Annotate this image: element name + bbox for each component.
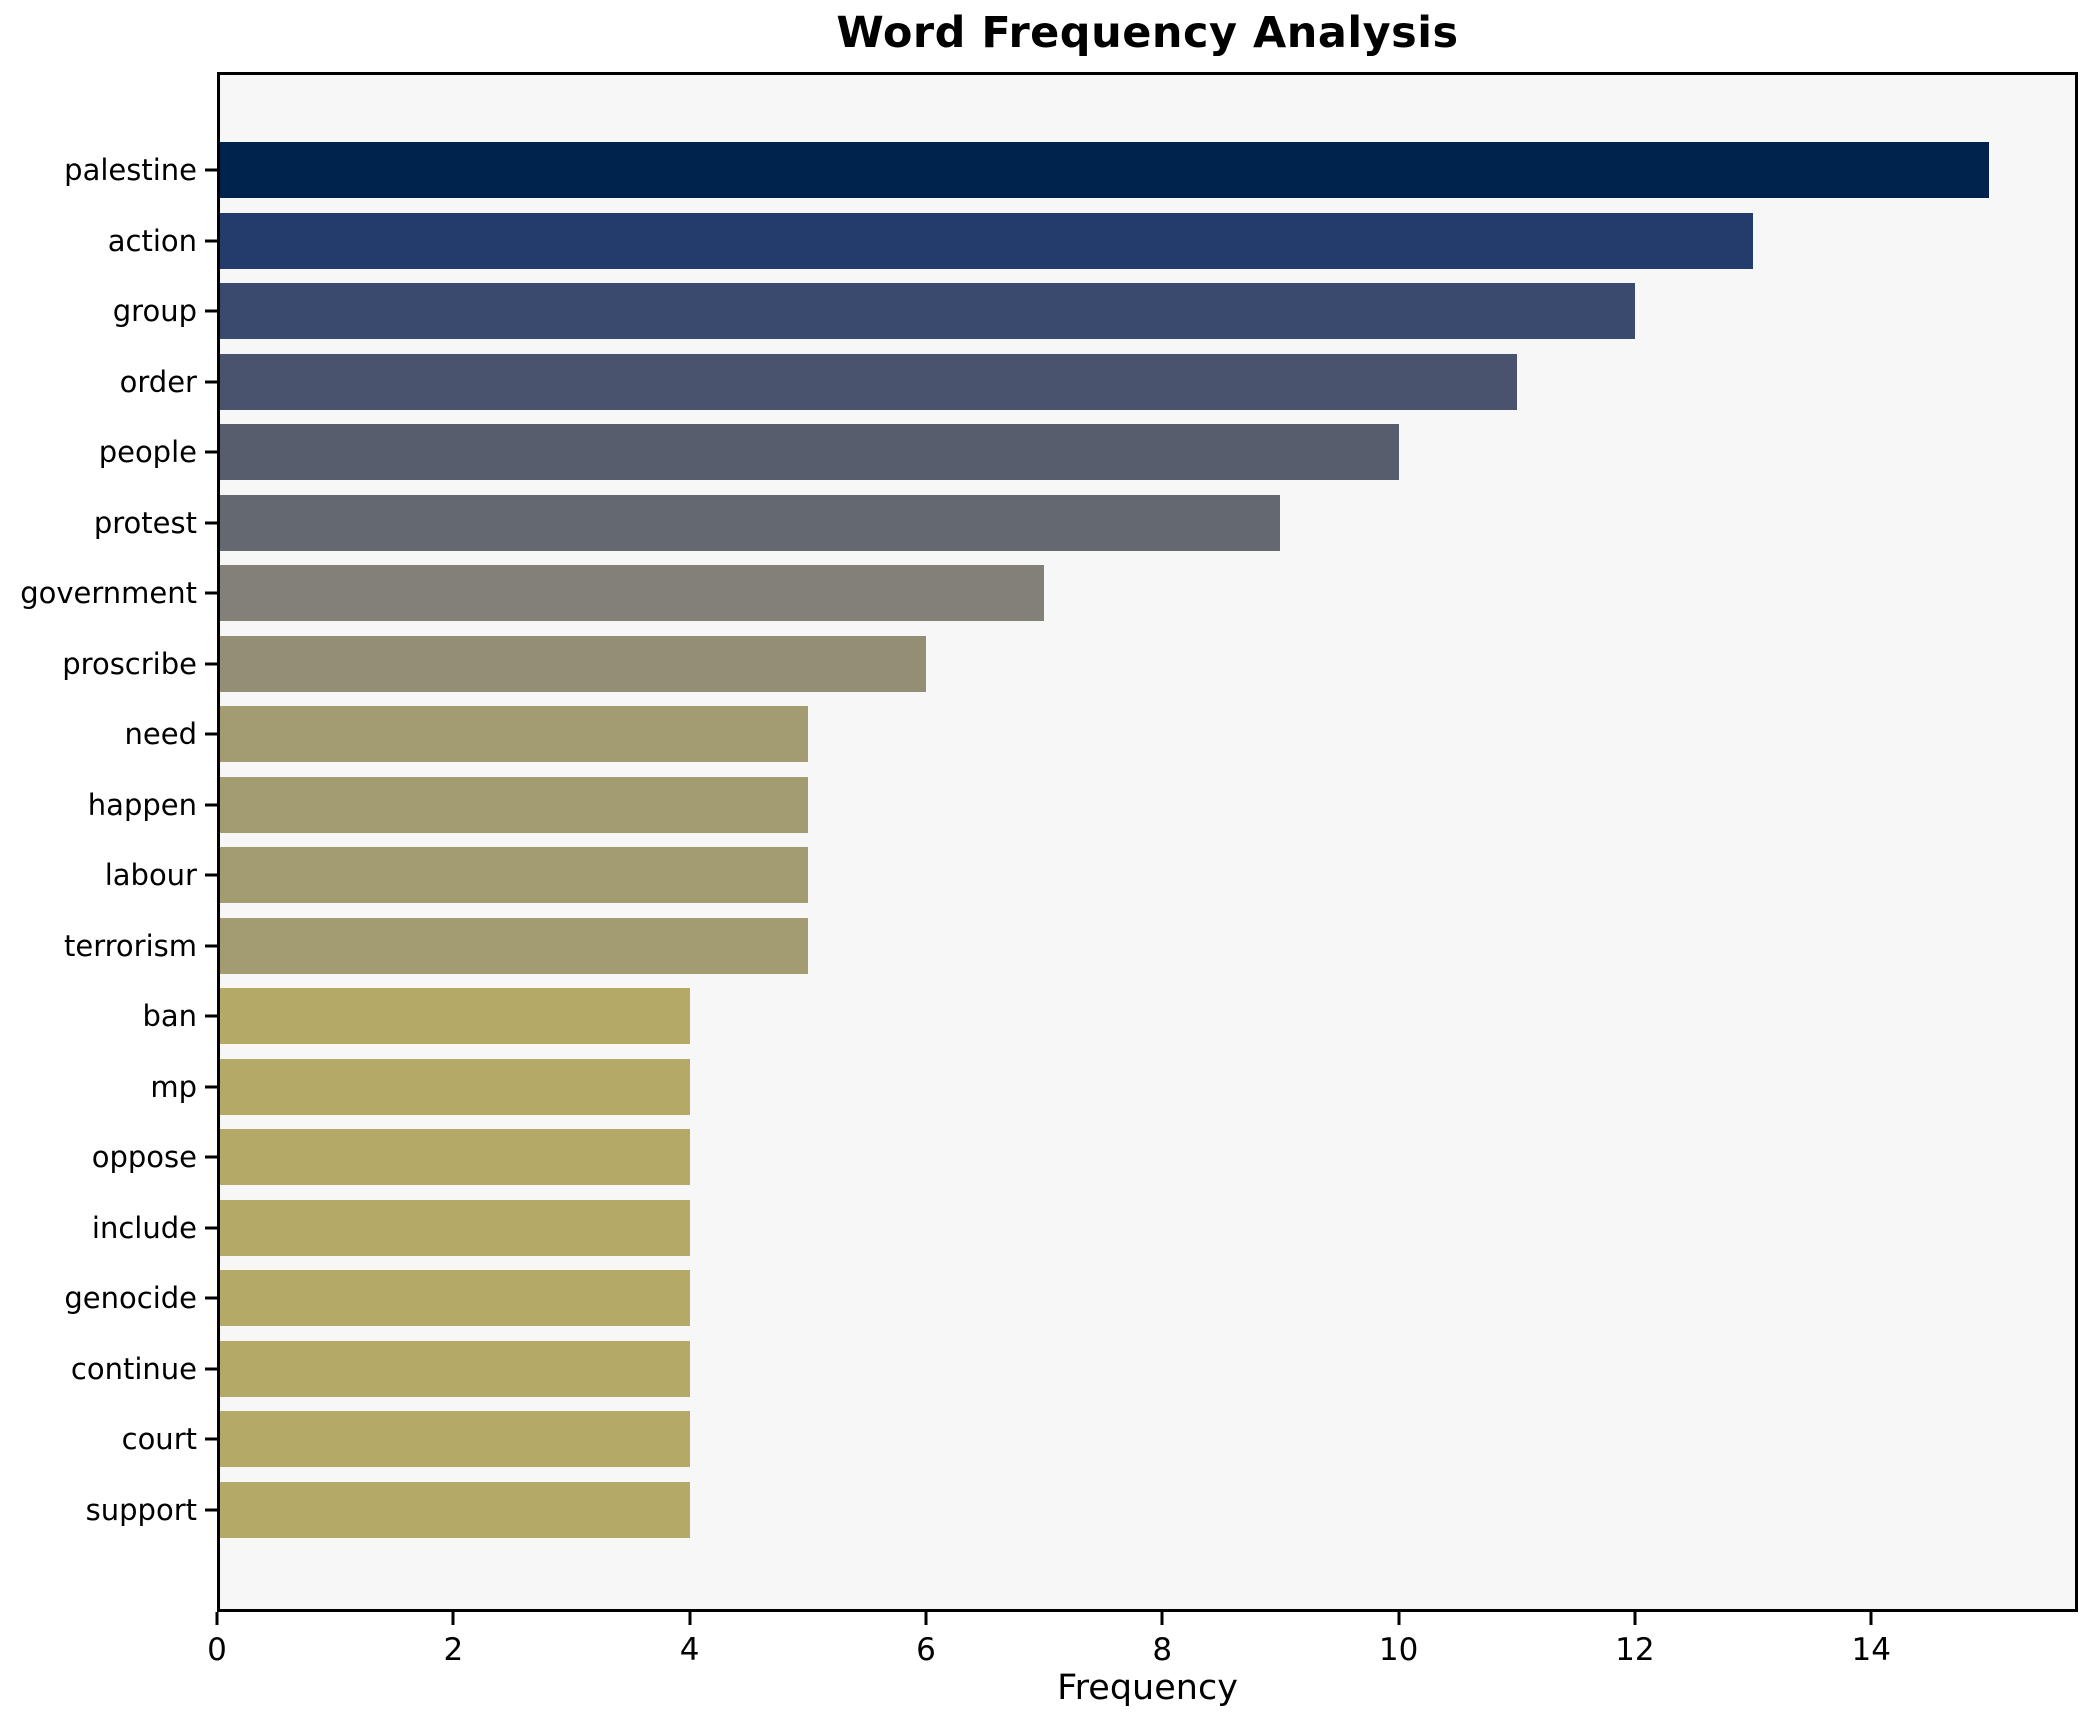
y-tick-label-action: action <box>107 223 197 258</box>
y-tick-label-government: government <box>20 576 197 610</box>
y-axis-labels: palestine action group order people protest go… <box>0 72 205 1612</box>
x-tick-mark <box>1397 1612 1401 1625</box>
y-tick-label-protest: protest <box>93 505 197 540</box>
bar-palestine <box>217 142 1990 198</box>
x-tick-mark <box>1633 1612 1637 1625</box>
x-tick-label-4: 4 <box>679 1632 700 1668</box>
bar-protest <box>217 494 1281 551</box>
y-tick-mark <box>205 1508 217 1511</box>
y-tick-label-labour: labour <box>104 858 197 892</box>
y-tick-mark <box>205 239 217 242</box>
y-tick-label-palestine: palestine <box>64 153 197 187</box>
x-tick-label-0: 0 <box>207 1632 227 1668</box>
y-tick-mark <box>205 591 217 595</box>
bar-group <box>217 283 1635 339</box>
x-tick-label-14: 14 <box>1851 1632 1891 1668</box>
x-axis: 0 2 4 6 8 10 12 14 <box>207 1612 2078 1722</box>
bar-include <box>217 1199 690 1256</box>
bar-happen <box>217 776 808 833</box>
y-tick-mark <box>205 1367 217 1370</box>
y-tick-label-order: order <box>119 364 197 399</box>
bar-oppose <box>217 1129 690 1185</box>
y-tick-label-people: people <box>98 435 197 469</box>
bar-order <box>217 353 1517 410</box>
chart-title: Word Frequency Analysis <box>836 8 1459 58</box>
y-tick-mark <box>205 450 217 454</box>
plot-area <box>217 72 2078 1612</box>
y-tick-mark <box>205 1155 217 1159</box>
y-tick-mark <box>205 1437 217 1441</box>
x-tick-mark <box>451 1612 455 1625</box>
bar-mp <box>217 1058 690 1115</box>
bar-court <box>217 1411 690 1467</box>
x-axis-label: Frequency <box>1057 1668 1238 1708</box>
y-tick-mark <box>205 309 217 313</box>
bar-genocide <box>217 1270 690 1326</box>
y-tick-label-proscribe: proscribe <box>62 646 197 681</box>
y-tick-mark <box>205 1085 217 1088</box>
y-tick-mark <box>205 732 217 736</box>
x-tick-mark <box>215 1612 219 1625</box>
y-tick-mark <box>205 662 217 665</box>
x-tick-label-2: 2 <box>443 1632 464 1668</box>
x-tick-label-12: 12 <box>1615 1632 1655 1668</box>
x-tick-label-10: 10 <box>1378 1632 1419 1668</box>
bar-support <box>217 1481 690 1538</box>
y-tick-label-include: include <box>91 1210 197 1245</box>
x-tick-label-8: 8 <box>1152 1632 1173 1668</box>
y-tick-label-oppose: oppose <box>91 1140 197 1174</box>
x-tick-mark <box>688 1612 692 1625</box>
y-tick-mark <box>205 521 217 524</box>
y-tick-label-continue: continue <box>70 1351 197 1386</box>
y-tick-mark <box>205 380 217 383</box>
y-tick-label-terrorism: terrorism <box>64 928 197 963</box>
y-tick-mark <box>205 1014 217 1018</box>
bar-terrorism <box>217 917 808 974</box>
y-tick-mark <box>205 168 217 172</box>
bar-action <box>217 212 1754 269</box>
bar-labour <box>217 847 808 903</box>
x-tick-label-6: 6 <box>916 1632 936 1668</box>
y-tick-label-ban: ban <box>142 999 197 1033</box>
bar-need <box>217 706 808 762</box>
y-tick-mark <box>205 1296 217 1300</box>
y-tick-mark <box>205 873 217 877</box>
y-tick-label-court: court <box>121 1422 197 1456</box>
y-tick-label-support: support <box>85 1492 197 1527</box>
bar-proscribe <box>217 635 926 692</box>
bar-continue <box>217 1340 690 1397</box>
y-tick-mark <box>205 803 217 806</box>
y-tick-label-need: need <box>124 717 197 751</box>
y-tick-label-happen: happen <box>87 787 197 822</box>
bar-government <box>217 565 1045 621</box>
y-tick-mark <box>205 944 217 947</box>
x-tick-mark <box>924 1612 928 1625</box>
x-tick-mark <box>1160 1612 1164 1625</box>
x-tick-mark <box>1869 1612 1873 1625</box>
y-tick-label-group: group <box>112 294 197 328</box>
y-tick-label-genocide: genocide <box>64 1281 197 1315</box>
y-tick-mark <box>205 1226 217 1229</box>
bar-ban <box>217 988 690 1044</box>
y-tick-label-mp: mp <box>150 1069 197 1104</box>
bar-people <box>217 424 1399 480</box>
